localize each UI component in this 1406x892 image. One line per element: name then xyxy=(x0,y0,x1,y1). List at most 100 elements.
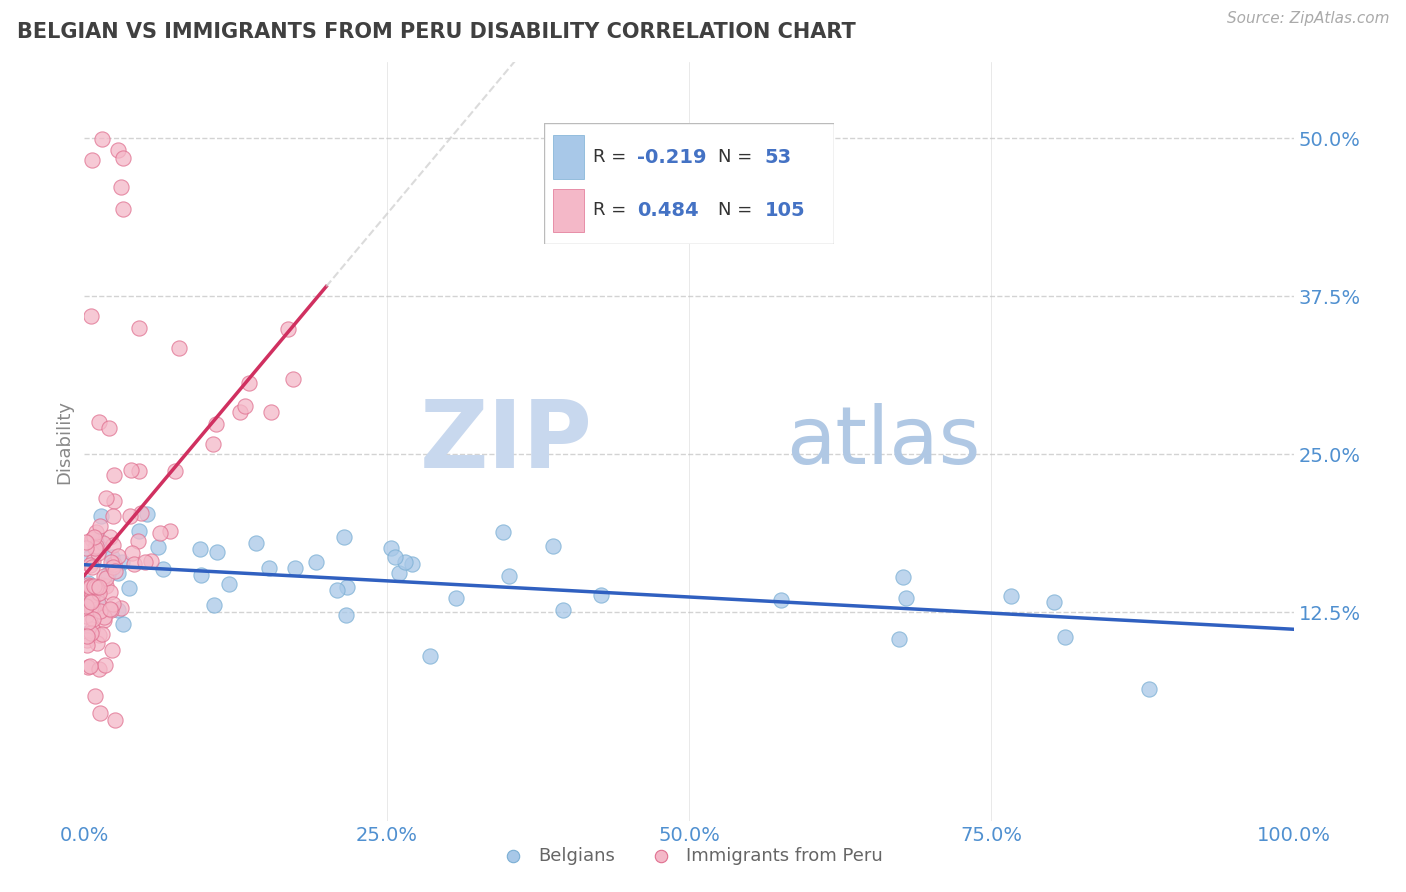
Point xyxy=(277,322,299,336)
Point xyxy=(89,533,111,547)
Point xyxy=(491,525,513,540)
Point xyxy=(101,597,124,611)
Point xyxy=(336,580,359,594)
Point xyxy=(218,577,240,591)
Point xyxy=(79,558,101,573)
Point xyxy=(75,599,97,613)
Point xyxy=(84,690,107,704)
Point xyxy=(284,561,307,575)
Point xyxy=(769,592,792,607)
Point xyxy=(887,632,910,647)
Point xyxy=(100,602,122,616)
Point xyxy=(229,405,252,419)
Point xyxy=(86,636,108,650)
Point xyxy=(84,580,107,594)
Point xyxy=(101,538,124,552)
Point xyxy=(77,550,100,565)
Point xyxy=(76,629,98,643)
Point xyxy=(111,151,134,165)
Point xyxy=(893,569,915,583)
Point xyxy=(80,625,103,640)
Point xyxy=(384,550,406,565)
Point xyxy=(103,558,125,572)
Point xyxy=(446,591,468,606)
Point xyxy=(326,583,349,598)
Point xyxy=(77,615,100,630)
Point xyxy=(335,608,357,623)
Point xyxy=(281,372,304,386)
Point xyxy=(76,660,98,674)
Point xyxy=(83,530,105,544)
Point xyxy=(110,180,132,194)
Point xyxy=(82,588,104,602)
Point xyxy=(75,534,97,549)
Point xyxy=(79,579,101,593)
Point xyxy=(107,143,129,157)
Point xyxy=(84,524,107,539)
Point xyxy=(139,554,162,568)
Point xyxy=(79,580,101,594)
Point xyxy=(90,509,112,524)
Point xyxy=(394,556,416,570)
Point xyxy=(80,153,103,167)
Point xyxy=(75,581,97,595)
Point xyxy=(100,643,122,657)
Point xyxy=(82,601,104,615)
Point xyxy=(82,532,104,546)
Point xyxy=(76,638,98,652)
Point xyxy=(80,595,103,609)
Point xyxy=(103,494,125,508)
Point xyxy=(100,555,122,569)
Point xyxy=(82,586,104,600)
Point xyxy=(77,576,100,591)
Point xyxy=(79,602,101,616)
Text: BELGIAN VS IMMIGRANTS FROM PERU DISABILITY CORRELATION CHART: BELGIAN VS IMMIGRANTS FROM PERU DISABILI… xyxy=(17,22,856,42)
Point xyxy=(107,603,129,617)
Point xyxy=(98,530,121,544)
Point xyxy=(152,562,174,576)
Point xyxy=(1043,594,1066,608)
Point xyxy=(202,598,225,612)
Point xyxy=(101,509,124,524)
Point xyxy=(84,539,107,553)
Point xyxy=(87,586,110,600)
Point xyxy=(80,309,103,323)
Point xyxy=(82,553,104,567)
Point xyxy=(101,550,124,565)
Point xyxy=(190,568,212,582)
Point xyxy=(76,632,98,647)
Point xyxy=(96,491,118,505)
Point xyxy=(87,581,110,595)
Point xyxy=(111,555,134,569)
Point xyxy=(93,613,115,627)
Point xyxy=(260,405,283,419)
Point xyxy=(98,585,121,599)
Point xyxy=(86,592,108,607)
Point xyxy=(110,601,132,615)
Point xyxy=(419,649,441,664)
Point xyxy=(121,546,143,560)
Point xyxy=(87,546,110,560)
Point xyxy=(86,587,108,601)
Point xyxy=(380,541,402,556)
Point xyxy=(80,560,103,574)
Point xyxy=(89,661,111,675)
Point xyxy=(107,566,129,581)
Point xyxy=(167,341,190,355)
Point xyxy=(207,545,229,559)
Point xyxy=(146,540,169,554)
Text: ZIP: ZIP xyxy=(419,395,592,488)
Point xyxy=(77,578,100,592)
Y-axis label: Disability: Disability xyxy=(55,400,73,483)
Point xyxy=(98,602,121,616)
Point xyxy=(87,596,110,610)
Point xyxy=(87,416,110,430)
Point xyxy=(111,617,134,632)
Point xyxy=(190,542,212,557)
Point xyxy=(498,569,520,583)
Point xyxy=(401,557,423,571)
Point xyxy=(77,625,100,640)
Point xyxy=(84,541,107,555)
Point xyxy=(82,611,104,625)
Point xyxy=(305,555,328,569)
